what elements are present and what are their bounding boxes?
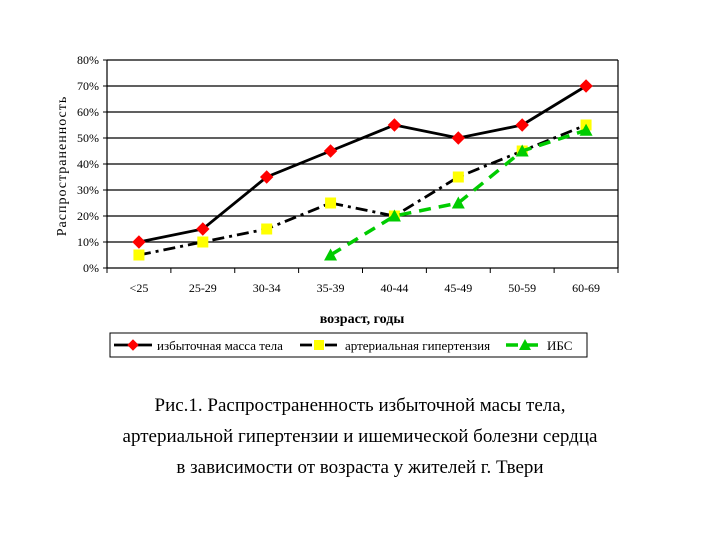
y-axis-label: Распространенность	[55, 96, 70, 237]
x-tick-label: <25	[130, 281, 149, 295]
legend-label: избыточная масса тела	[157, 338, 283, 353]
y-tick-labels: 0% 10% 20% 30% 40% 50% 60% 70% 80%	[77, 53, 99, 275]
y-tick-label: 50%	[77, 131, 99, 145]
data-point-square	[314, 340, 324, 350]
legend-label: ИБС	[547, 338, 572, 353]
data-point-diamond	[196, 222, 210, 236]
caption-line-1: Рис.1. Распространенность избыточной мас…	[154, 395, 566, 416]
data-point-diamond	[579, 79, 593, 93]
data-point-square	[325, 197, 337, 209]
data-point-diamond	[451, 131, 466, 145]
figure-caption: Рис.1. Распространенность избыточной мас…	[0, 390, 720, 483]
caption-line-3: в зависимости от возраста у жителей г. Т…	[176, 457, 544, 478]
data-point-triangle	[519, 339, 531, 350]
caption-line-2: артериальной гипертензии и ишемической б…	[122, 426, 598, 447]
y-tick-label: 10%	[77, 235, 99, 249]
legend: избыточная масса тела артериальная гиперт…	[109, 332, 588, 358]
x-axis-label: возраст, годы	[320, 312, 405, 327]
data-point-diamond	[127, 339, 139, 351]
x-tick-label: 25-29	[189, 281, 217, 295]
y-tick-label: 40%	[77, 157, 99, 171]
line-chart: 0% 10% 20% 30% 40% 50% 60% 70% 80% <25 25-29 30-34…	[55, 53, 619, 358]
y-tick-label: 30%	[77, 183, 99, 197]
series-line	[329, 128, 587, 257]
legend-label: артериальная гипертензия	[345, 338, 490, 353]
series-line	[138, 123, 587, 257]
x-tick-label: 30-34	[253, 281, 281, 295]
y-tick-label: 20%	[77, 209, 99, 223]
x-tick-label: 60-69	[572, 281, 600, 295]
data-point-triangle	[515, 144, 529, 157]
data-point-square	[261, 223, 273, 235]
series-1	[132, 79, 593, 249]
data-point-triangle	[579, 123, 593, 136]
data-point-diamond	[387, 118, 402, 132]
x-tick-labels: <25 25-29 30-34 35-39 40-44 45-49 50-59 60-69	[130, 281, 601, 295]
series-3	[324, 123, 593, 261]
data-point-diamond	[259, 170, 274, 184]
data-point-triangle	[451, 196, 465, 209]
series-layer	[132, 79, 593, 261]
data-point-diamond	[515, 118, 529, 132]
grid-lines	[103, 59, 619, 273]
data-point-diamond	[323, 144, 338, 158]
y-tick-label: 80%	[77, 53, 99, 67]
x-tick-label: 45-49	[444, 281, 472, 295]
data-point-square	[197, 236, 209, 248]
y-tick-label: 0%	[83, 261, 99, 275]
x-tick-label: 40-44	[380, 281, 408, 295]
data-point-square	[133, 249, 145, 261]
data-point-diamond	[132, 235, 146, 249]
series-line	[138, 84, 587, 244]
data-point-triangle	[324, 248, 338, 261]
y-tick-label: 70%	[77, 79, 99, 93]
data-point-square	[452, 171, 464, 183]
x-tick-label: 50-59	[508, 281, 536, 295]
x-tick-label: 35-39	[317, 281, 345, 295]
data-point-triangle	[387, 209, 401, 222]
y-tick-label: 60%	[77, 105, 99, 119]
